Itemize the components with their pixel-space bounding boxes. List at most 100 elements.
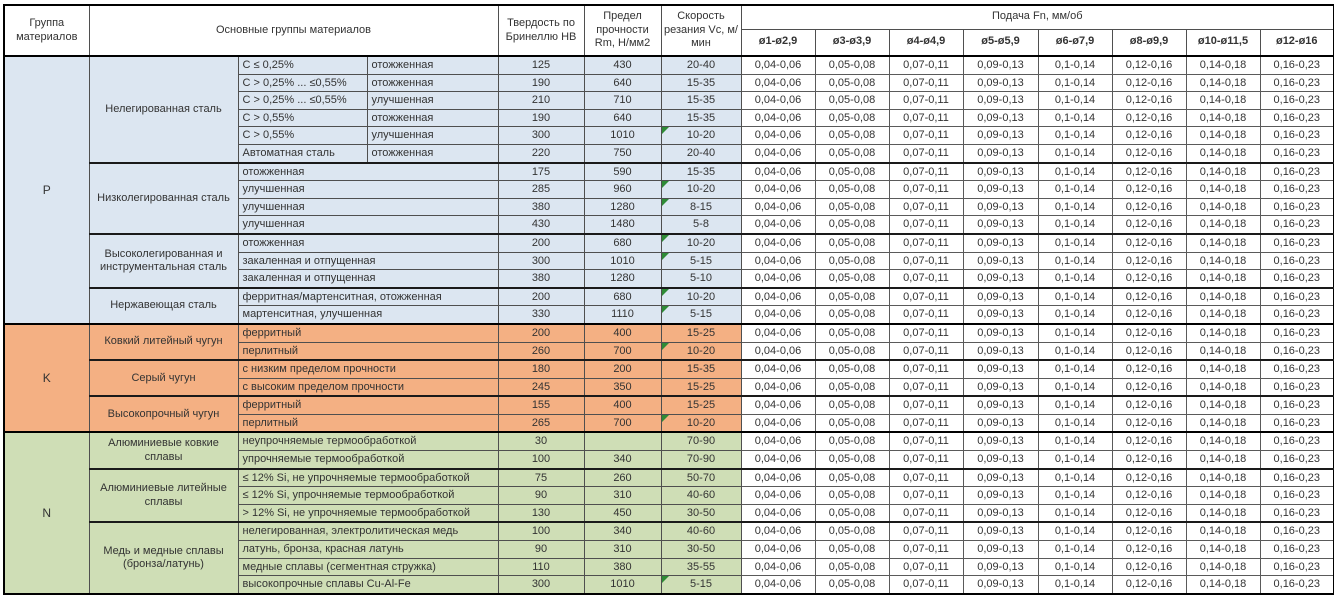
cell-feed-7: 0,16-0,23 [1259,557,1334,577]
cell-feed-2: 0,07-0,11 [888,269,964,289]
machining-feed-table-view: Группа материалов Основные группы матери… [3,4,1334,595]
cell-feed-6: 0,14-0,18 [1185,395,1261,415]
cell-strength-rm: 400 [583,322,662,343]
cell-feed-4: 0,1-0,14 [1037,269,1113,289]
header-diam-2: ø3-ø3,9 [814,28,890,57]
cell-carbon-content: C > 0,55% [237,108,368,128]
cell-feed-5: 0,12-0,16 [1111,143,1187,164]
cell-feed-1: 0,05-0,08 [814,359,890,379]
cell-material-description: перлитный [237,341,499,361]
cell-feed-2: 0,07-0,11 [888,431,964,452]
cell-feed-4: 0,1-0,14 [1037,91,1113,110]
cell-feed-1: 0,05-0,08 [814,251,890,271]
comment-indicator-icon [662,289,669,296]
cell-strength-rm: 340 [583,521,662,542]
cell-feed-3: 0,09-0,13 [962,73,1039,93]
cell-feed-4: 0,1-0,14 [1037,486,1113,505]
cell-feed-3: 0,09-0,13 [962,450,1039,470]
cell-feed-4: 0,1-0,14 [1037,286,1113,307]
cell-feed-7: 0,16-0,23 [1259,91,1334,110]
cell-feed-1: 0,05-0,08 [814,575,890,595]
comment-indicator-icon [662,415,669,422]
cell-cutting-speed-vc: 10-20 [660,413,742,433]
cell-feed-5: 0,12-0,16 [1111,269,1187,289]
table-row: Высоколегированная и инструментальная ст… [4,232,1334,289]
cell-feed-6: 0,14-0,18 [1185,521,1261,542]
comment-indicator-icon [662,343,669,350]
cell-carbon-content: C > 0,25% ... ≤0,55% [237,91,368,110]
cell-heat-treatment: отожженная [366,143,499,164]
cell-feed-7: 0,16-0,23 [1259,108,1334,128]
cell-feed-3: 0,09-0,13 [962,251,1039,271]
header-diam-3: ø4-ø4,9 [888,28,964,57]
table-row: P Нелегированная сталь C ≤ 0,25% отожженная… [3,54,1334,325]
cell-feed-2: 0,07-0,11 [888,377,964,397]
cell-strength-rm: 200 [583,359,662,379]
cell-cutting-speed-vc: 15-25 [660,322,742,343]
cell-feed-4: 0,1-0,14 [1037,341,1113,361]
cell-feed-1: 0,05-0,08 [814,269,890,289]
cell-feed-3: 0,09-0,13 [962,557,1039,577]
cell-feed-4: 0,1-0,14 [1037,359,1113,379]
cell-feed-3: 0,09-0,13 [962,91,1039,110]
cell-strength-rm: 350 [583,377,662,397]
table-row: Алюминиевые литейные сплавы ≤ 12% Si, не … [4,467,1334,523]
cell-feed-3: 0,09-0,13 [962,395,1039,415]
cell-strength-rm: 700 [583,341,662,361]
cell-feed-6: 0,14-0,18 [1185,286,1261,307]
cell-cutting-speed-vc: 5-15 [660,251,742,271]
cell-feed-4: 0,1-0,14 [1037,54,1113,75]
cell-feed-6: 0,14-0,18 [1185,341,1261,361]
cell-feed-6: 0,14-0,18 [1185,73,1261,93]
cell-hardness-hb: 260 [497,341,585,361]
cell-feed-0: 0,04-0,06 [740,180,816,199]
cell-feed-7: 0,16-0,23 [1259,232,1334,253]
cell-strength-rm: 1280 [583,269,662,289]
cell-feed-0: 0,04-0,06 [740,251,816,271]
cell-feed-6: 0,14-0,18 [1185,359,1261,379]
cell-feed-6: 0,14-0,18 [1185,575,1261,595]
cell-hardness-hb: 210 [497,91,585,110]
cell-heat-treatment: улучшенная [366,91,499,110]
cell-subgroup-name: Высокопрочный чугун [88,395,239,433]
cell-strength-rm: 1010 [583,251,662,271]
cell-hardness-hb: 125 [497,54,585,75]
cell-feed-1: 0,05-0,08 [814,286,890,307]
cell-feed-5: 0,12-0,16 [1111,341,1187,361]
cell-feed-4: 0,1-0,14 [1037,575,1113,595]
cell-hardness-hb: 175 [497,161,585,182]
cell-feed-5: 0,12-0,16 [1111,305,1187,325]
cell-feed-6: 0,14-0,18 [1185,431,1261,452]
cell-feed-6: 0,14-0,18 [1185,161,1261,182]
table-row: C > 0,25% ... ≤0,55% улучшенная 210 710 15-3… [4,91,1334,110]
cell-feed-0: 0,04-0,06 [740,161,816,182]
cell-feed-6: 0,14-0,18 [1185,540,1261,559]
cell-subgroup-name: Медь и медные сплавы (бронза/латунь) [88,521,239,595]
cell-feed-6: 0,14-0,18 [1185,557,1261,577]
cell-cutting-speed-vc: 5-8 [660,215,742,235]
cell-feed-1: 0,05-0,08 [814,232,890,253]
cell-material-description: отожженная [237,232,499,253]
header-diam-1: ø1-ø2,9 [740,28,816,57]
cell-hardness-hb: 110 [497,557,585,577]
cell-carbon-content: C ≤ 0,25% [237,54,368,75]
table-row: перлитный 260 700 10-20 0,04-0,06 0,05-0,08 0,… [4,341,1334,361]
table-row: Медь и медные сплавы (бронза/латунь) неле… [4,521,1334,595]
cell-feed-5: 0,12-0,16 [1111,251,1187,271]
cell-hardness-hb: 180 [497,359,585,379]
cell-cutting-speed-vc: 35-55 [660,557,742,577]
cell-feed-7: 0,16-0,23 [1259,540,1334,559]
cell-material-description: перлитный [237,413,499,433]
cell-strength-rm: 400 [583,395,662,415]
cell-feed-1: 0,05-0,08 [814,215,890,235]
cell-feed-5: 0,12-0,16 [1111,575,1187,595]
cell-feed-3: 0,09-0,13 [962,540,1039,559]
cell-material-description: ферритный [237,322,499,343]
cell-strength-rm: 1480 [583,215,662,235]
cell-strength-rm: 710 [583,91,662,110]
cell-feed-5: 0,12-0,16 [1111,126,1187,145]
cell-feed-2: 0,07-0,11 [888,161,964,182]
cell-feed-5: 0,12-0,16 [1111,395,1187,415]
cell-material-description: упрочняемые термообработкой [237,450,499,470]
cell-material-description: латунь, бронза, красная латунь [237,540,499,559]
